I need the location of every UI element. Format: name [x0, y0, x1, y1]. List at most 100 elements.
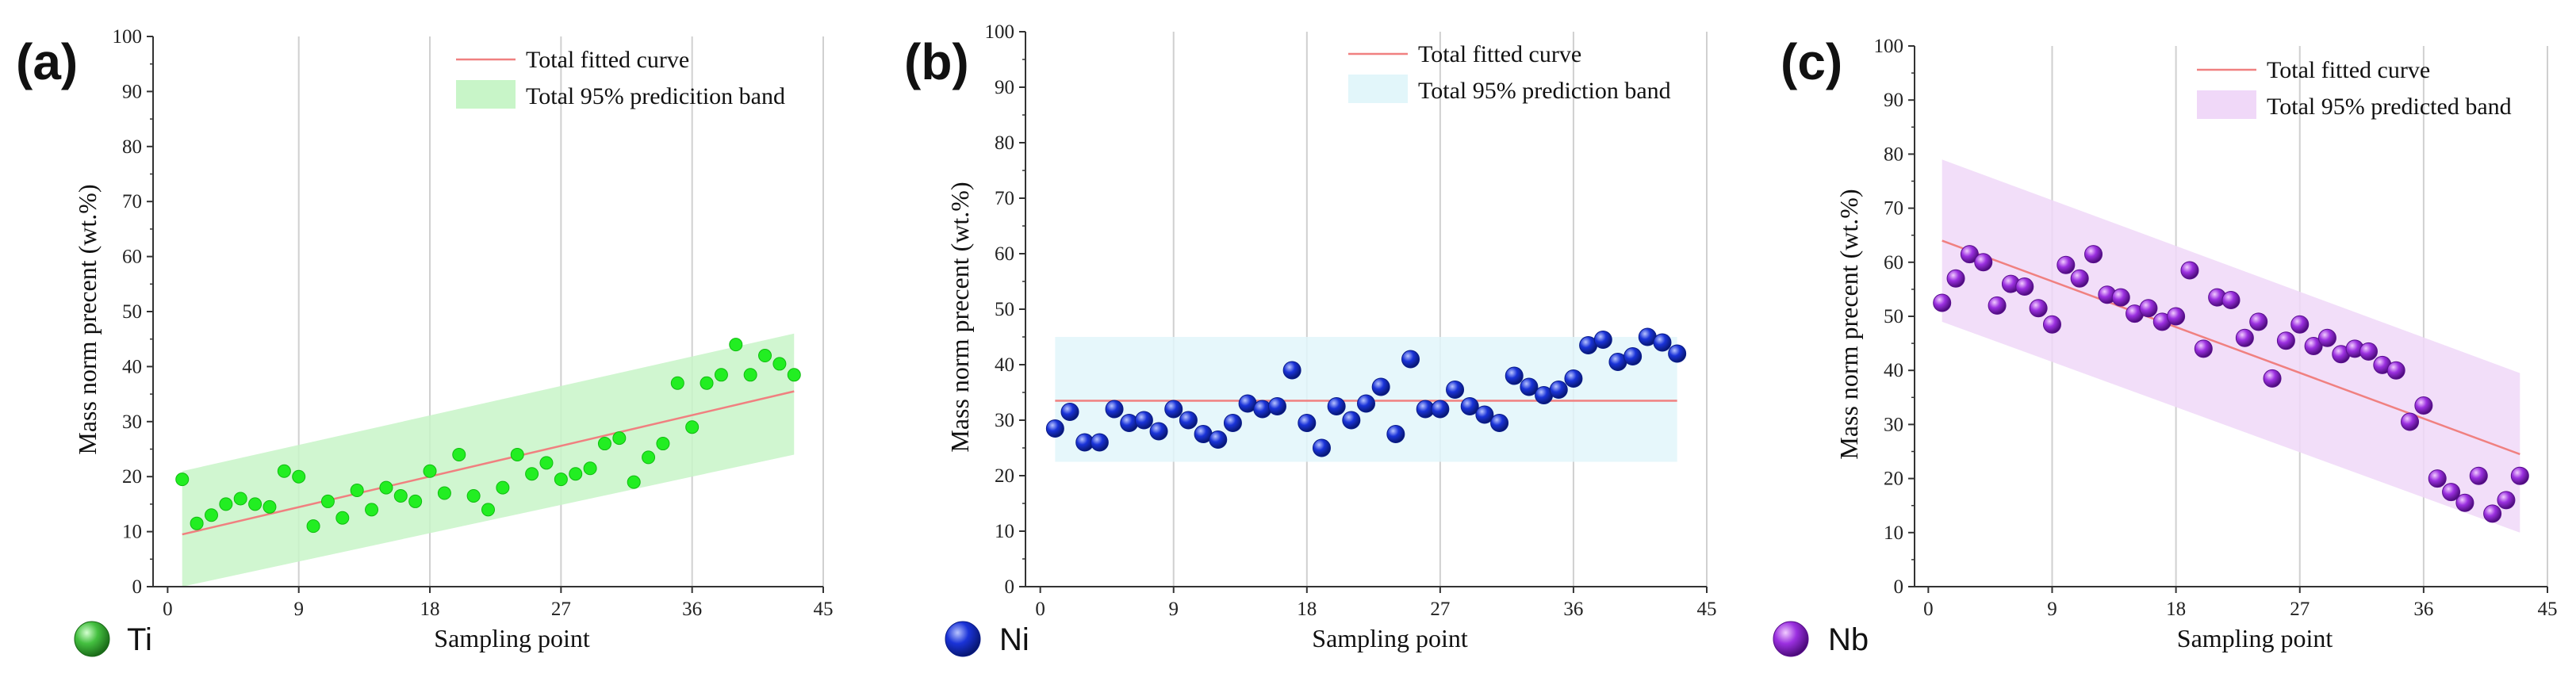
panel-label: (b)	[904, 33, 969, 90]
chart-panel-nb: 0 10 20 30 40 50 60 70 80 90 100 0 9 18 27 36 45 Sampling…	[1773, 33, 2558, 657]
data-point	[1505, 366, 1524, 385]
data-point	[2221, 291, 2241, 310]
data-point	[423, 464, 437, 478]
data-point	[2414, 396, 2433, 415]
data-point	[1060, 403, 1079, 421]
data-point	[1209, 430, 1228, 449]
data-point	[2070, 269, 2089, 288]
data-point	[2304, 337, 2323, 356]
data-point	[743, 368, 757, 382]
data-point	[2359, 342, 2378, 361]
y-tick-label: 10	[122, 522, 142, 543]
data-point	[2111, 288, 2130, 307]
data-point	[1045, 419, 1064, 438]
y-tick-label: 30	[1884, 414, 1903, 435]
data-point	[2249, 312, 2268, 331]
data-point	[539, 456, 554, 470]
data-point	[1134, 411, 1153, 430]
data-point	[642, 450, 656, 465]
data-point	[1223, 414, 1242, 432]
data-point	[204, 508, 218, 522]
element-label: Ni	[999, 622, 1029, 657]
y-tick-label: 70	[1884, 198, 1903, 220]
data-point	[466, 488, 481, 503]
y-tick-label: 50	[995, 299, 1014, 320]
data-point	[248, 497, 263, 511]
y-tick-label: 80	[995, 132, 1014, 154]
legend-band-swatch	[2197, 90, 2256, 119]
data-point	[379, 480, 393, 495]
element-sphere-icon	[945, 621, 981, 657]
y-axis-title: Mass norm precent (wt.%)	[73, 184, 102, 454]
data-point	[1298, 414, 1317, 432]
data-point	[1371, 377, 1390, 396]
y-axis-title: Mass norm precent (wt.%)	[1834, 189, 1863, 459]
data-point	[1401, 350, 1420, 369]
element-sphere-icon	[1773, 621, 1809, 657]
data-point	[2263, 369, 2282, 388]
data-point	[320, 494, 335, 508]
x-axis-title: Sampling point	[434, 624, 590, 652]
fitted-curve	[182, 390, 795, 536]
data-point	[1946, 269, 1965, 288]
y-tick-label: 100	[1874, 36, 1904, 57]
data-point	[1120, 414, 1139, 432]
data-point	[1357, 394, 1375, 413]
y-tick-label: 10	[1884, 522, 1903, 544]
data-point	[2442, 483, 2461, 502]
legend: Total fitted curve Total 95% prediction b…	[1348, 41, 1671, 104]
data-point	[408, 494, 423, 508]
data-point	[627, 475, 641, 489]
data-point	[219, 497, 233, 511]
data-point	[1267, 397, 1286, 415]
data-point	[2401, 412, 2420, 431]
x-tick-label: 18	[1297, 599, 1317, 620]
x-tick-label: 27	[1430, 599, 1450, 620]
legend-label-band: Total 95% predicition band	[526, 83, 785, 109]
data-point	[350, 484, 364, 498]
y-tick-label: 80	[122, 136, 142, 158]
y-tick-label: 40	[995, 354, 1014, 376]
y-tick-label: 20	[1884, 469, 1903, 490]
data-point	[1253, 400, 1272, 419]
data-point	[2386, 361, 2405, 380]
x-tick-label: 9	[1168, 599, 1179, 620]
x-tick-label: 27	[2290, 599, 2310, 620]
y-tick-label: 90	[122, 81, 142, 102]
y-tick-label: 90	[1884, 90, 1903, 111]
data-point	[612, 431, 627, 446]
legend-label-fit: Total fitted curve	[2267, 57, 2430, 83]
data-point	[714, 368, 728, 382]
data-point	[1520, 377, 1539, 396]
data-point	[2276, 331, 2295, 350]
y-tick-label: 60	[995, 243, 1014, 265]
x-tick-label: 36	[1563, 599, 1583, 620]
y-tick-label: 30	[995, 410, 1014, 431]
x-tick-label: 9	[2047, 599, 2057, 620]
data-point	[1490, 414, 1509, 432]
data-point	[233, 492, 247, 506]
data-point	[2180, 261, 2199, 280]
legend-band-swatch	[456, 80, 516, 109]
y-tick-label: 100	[985, 21, 1015, 43]
y-tick-label: 10	[995, 521, 1014, 542]
data-point	[277, 464, 291, 478]
data-point	[2139, 299, 2158, 318]
data-point	[365, 503, 379, 517]
prediction-band	[182, 333, 795, 587]
data-point	[190, 516, 204, 530]
y-tick-label: 90	[995, 77, 1014, 98]
data-point	[2510, 466, 2529, 485]
y-tick-label: 0	[1005, 576, 1015, 598]
x-axis-title: Sampling point	[2177, 624, 2333, 652]
x-tick-label: 0	[163, 599, 173, 620]
data-point	[2317, 328, 2336, 347]
data-point	[1593, 331, 1612, 349]
data-point	[525, 467, 539, 481]
data-point	[263, 499, 277, 514]
y-tick-label: 60	[1884, 252, 1903, 274]
y-tick-label: 0	[1894, 576, 1904, 598]
y-tick-label: 20	[995, 465, 1014, 487]
y-tick-label: 0	[132, 576, 143, 598]
data-point	[1668, 344, 1687, 363]
